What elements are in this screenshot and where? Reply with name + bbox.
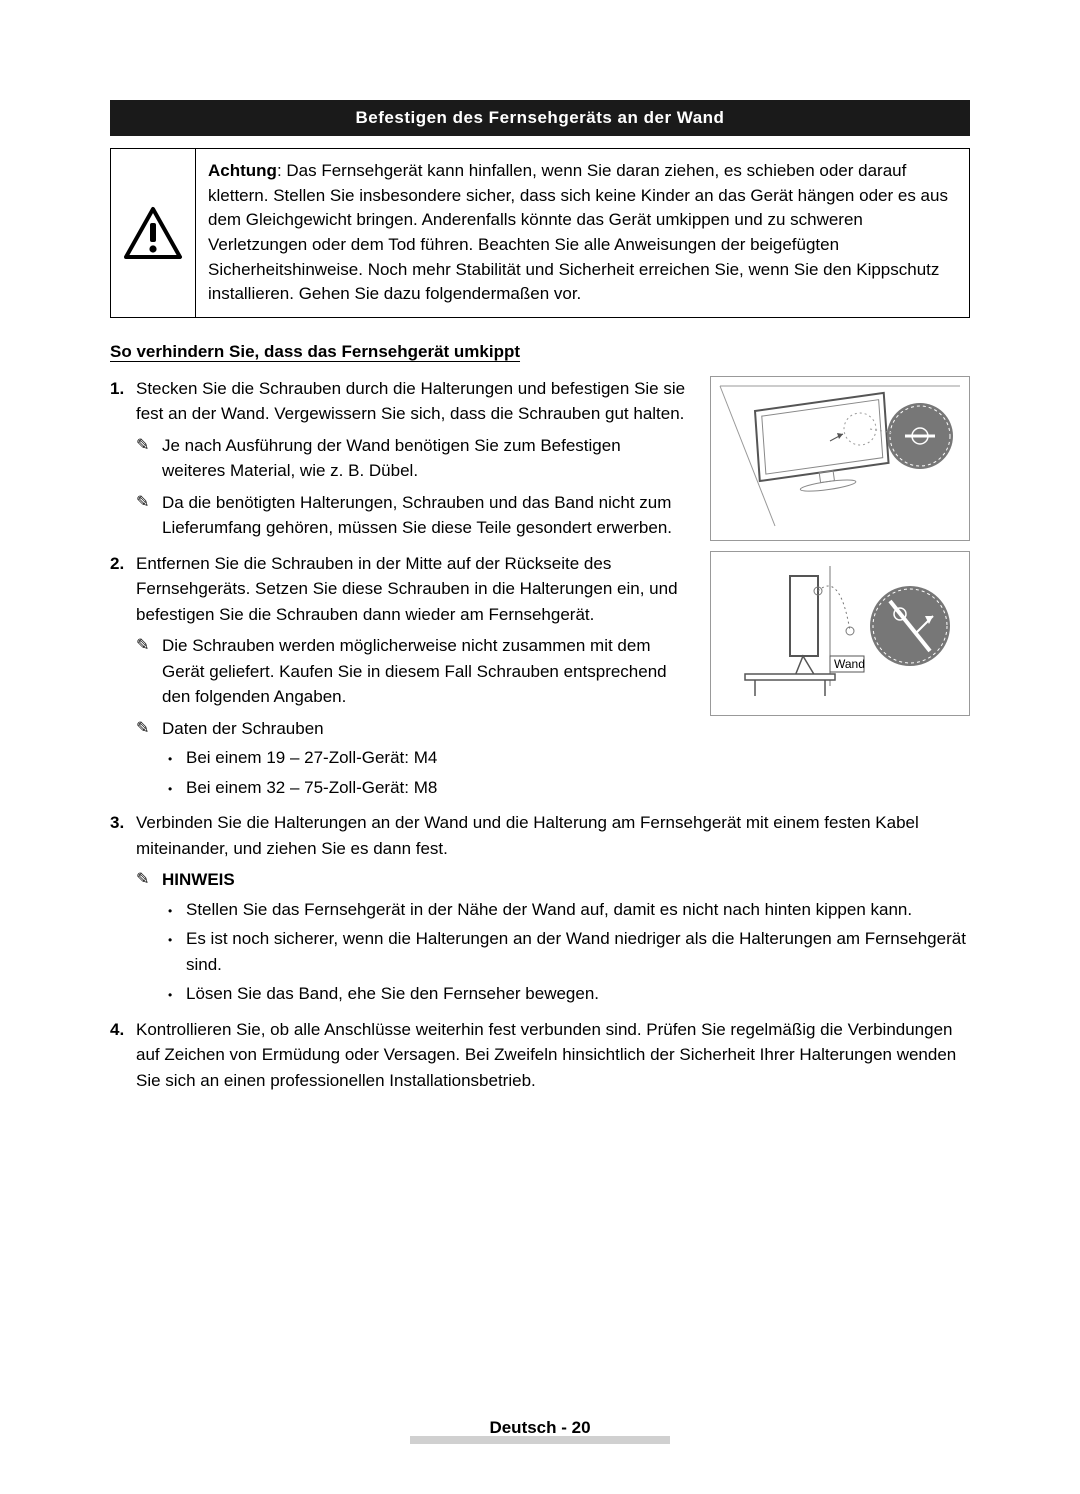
step-3-bullet-1: Stellen Sie das Fernsehgerät in der Nähe… [162, 897, 970, 923]
step-1: Stecken Sie die Schrauben durch die Halt… [110, 376, 686, 541]
content-columns: Stecken Sie die Schrauben durch die Halt… [110, 376, 970, 811]
warning-box: Achtung: Das Fernsehgerät kann hinfallen… [110, 148, 970, 318]
step-2-note-1: Die Schrauben werden möglicherweise nich… [136, 633, 686, 710]
step-3-bullet-3: Lösen Sie das Band, ehe Sie den Fernsehe… [162, 981, 970, 1007]
left-column: Stecken Sie die Schrauben durch die Halt… [110, 376, 686, 811]
hinweis-label: HINWEIS [162, 870, 235, 889]
illustration-tv-wall-svg [715, 381, 965, 531]
illustration-tv-wall [710, 376, 970, 541]
wand-label: Wand [834, 657, 865, 671]
warning-label: Achtung [208, 161, 277, 180]
footer-text: Deutsch - 20 [410, 1418, 670, 1438]
step-2-note-2: Daten der Schrauben [136, 716, 686, 742]
illustration-tv-stand: Wand [710, 551, 970, 716]
page-header: Befestigen des Fernsehgeräts an der Wand [110, 100, 970, 136]
step-1-note-1: Je nach Ausführung der Wand benötigen Si… [136, 433, 686, 484]
step-4-text: Kontrollieren Sie, ob alle Anschlüsse we… [136, 1020, 956, 1090]
header-title: Befestigen des Fernsehgeräts an der Wand [356, 108, 725, 127]
step-3-hinweis: HINWEIS [136, 867, 970, 893]
steps-list-continued: Verbinden Sie die Halterungen an der Wan… [110, 810, 970, 1093]
step-3-text: Verbinden Sie die Halterungen an der Wan… [136, 813, 919, 858]
steps-list: Stecken Sie die Schrauben durch die Halt… [110, 376, 686, 801]
step-3: Verbinden Sie die Halterungen an der Wan… [110, 810, 970, 1007]
step-2-bullet-1: Bei einem 19 – 27-Zoll-Gerät: M4 [162, 745, 686, 771]
illustration-tv-stand-svg: Wand [715, 556, 965, 706]
page-footer: Deutsch - 20 [410, 1418, 670, 1444]
warning-body: : Das Fernsehgerät kann hinfallen, wenn … [208, 161, 948, 303]
step-3-bullet-2: Es ist noch sicherer, wenn die Halterung… [162, 926, 970, 977]
step-2: Entfernen Sie die Schrauben in der Mitte… [110, 551, 686, 801]
step-2-bullet-2: Bei einem 32 – 75-Zoll-Gerät: M8 [162, 775, 686, 801]
warning-text: Achtung: Das Fernsehgerät kann hinfallen… [196, 149, 969, 317]
step-2-text: Entfernen Sie die Schrauben in der Mitte… [136, 554, 678, 624]
step-1-note-2: Da die benötigten Halterungen, Schrauben… [136, 490, 686, 541]
step-1-text: Stecken Sie die Schrauben durch die Halt… [136, 379, 685, 424]
step-4: Kontrollieren Sie, ob alle Anschlüsse we… [110, 1017, 970, 1094]
section-title: So verhindern Sie, dass das Fernsehgerät… [110, 342, 970, 362]
right-column: Wand [710, 376, 970, 811]
warning-icon-cell [111, 149, 196, 317]
warning-triangle-icon [123, 206, 183, 260]
